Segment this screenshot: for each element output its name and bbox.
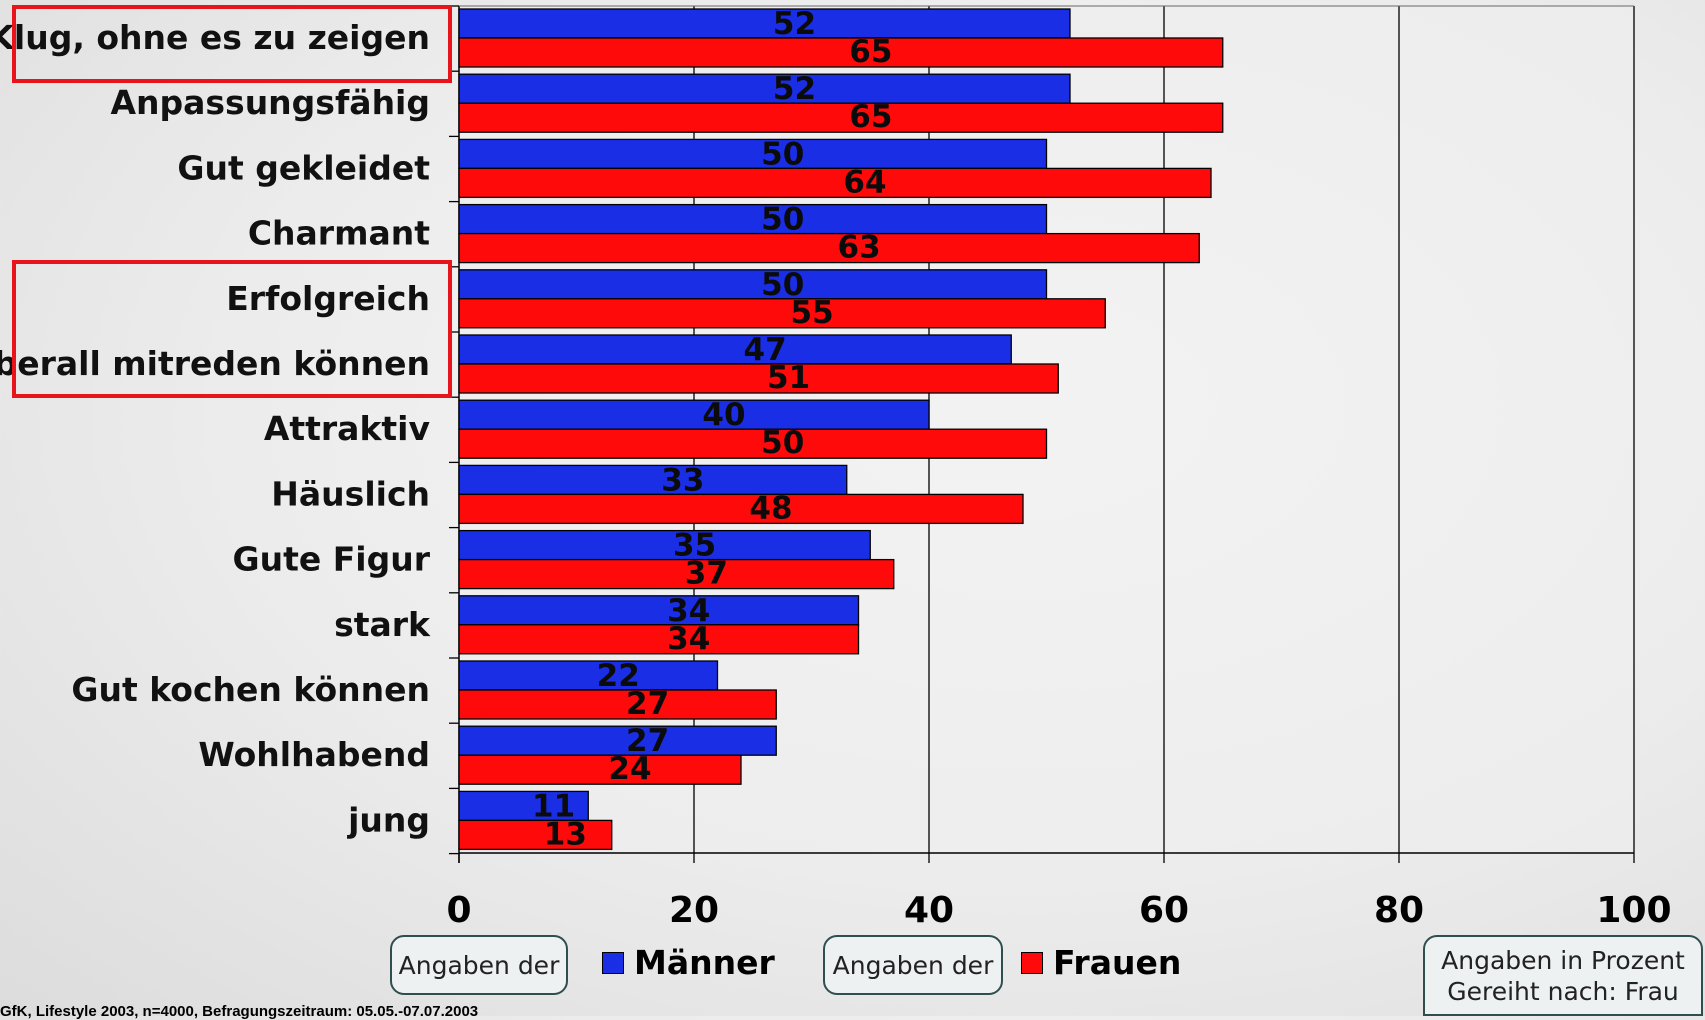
x-tick-label: 0 <box>446 890 471 931</box>
value-label-frauen: 27 <box>626 686 669 722</box>
highlight-box-erfolgreich <box>12 260 452 398</box>
bar-frauen <box>458 102 1224 133</box>
legend-pill-women: Angaben der <box>823 935 1003 995</box>
bar-maenner <box>458 334 1012 365</box>
value-label-frauen: 13 <box>544 816 587 852</box>
x-tick-label: 80 <box>1374 890 1424 931</box>
bar-maenner <box>458 8 1071 39</box>
bar-frauen <box>458 819 613 851</box>
x-tick-label: 60 <box>1139 890 1189 931</box>
value-label-maenner: 22 <box>597 658 640 694</box>
legend-pill-men-text: Angaben der <box>398 950 560 980</box>
value-label-frauen: 64 <box>843 164 886 200</box>
value-label-maenner: 34 <box>667 593 710 629</box>
bar-frauen <box>458 689 777 720</box>
legend-swatch-men <box>602 951 624 974</box>
bar-maenner <box>458 399 930 430</box>
chart-bars <box>458 8 1224 851</box>
value-label-frauen: 37 <box>685 556 728 592</box>
value-label-frauen: 48 <box>749 490 792 526</box>
bar-maenner <box>458 73 1071 104</box>
value-label-maenner: 40 <box>702 397 745 433</box>
value-label-frauen: 63 <box>838 230 881 266</box>
category-label: Überall mitreden können <box>0 343 430 383</box>
value-label-maenner: 52 <box>773 6 816 42</box>
x-tick-label: 40 <box>904 890 954 931</box>
bar-maenner <box>458 269 1048 300</box>
bar-maenner <box>458 790 589 822</box>
category-label: Klug, ohne es zu zeigen <box>0 18 430 57</box>
bar-maenner <box>458 203 1048 235</box>
highlight-box-klug <box>12 5 452 83</box>
source-note: GfK, Lifestyle 2003, n=4000, Befragungsz… <box>0 1003 479 1020</box>
category-label: Wohlhabend <box>198 735 430 774</box>
legend-item-women: Frauen <box>1021 943 1181 982</box>
bar-maenner <box>458 660 719 691</box>
bar-frauen <box>458 493 1024 525</box>
bar-frauen <box>458 298 1106 329</box>
bar-frauen <box>458 37 1224 68</box>
value-label-frauen: 51 <box>767 360 810 396</box>
category-label: Erfolgreich <box>226 279 430 318</box>
legend-label-men: Männer <box>634 943 775 982</box>
note-line-1: Angaben in Prozent <box>1441 945 1685 975</box>
value-label-frauen: 50 <box>761 425 804 461</box>
bar-frauen <box>458 232 1200 264</box>
value-label-maenner: 50 <box>761 202 804 238</box>
category-label: Gute Figur <box>233 540 431 579</box>
value-label-frauen: 65 <box>849 34 892 70</box>
legend-pill-men: Angaben der <box>390 935 568 995</box>
value-label-maenner: 27 <box>626 723 669 759</box>
bar-frauen <box>458 167 1212 199</box>
note-line-2: Gereiht nach: Frau <box>1447 976 1679 1006</box>
chart-labels: 0 20 40 60 80 100 52 65 Klug, ohne es zu zeigen 5… <box>0 6 1672 931</box>
legend-pill-women-text: Angaben der <box>832 950 994 980</box>
category-label: Attraktiv <box>264 409 431 448</box>
bar-frauen <box>458 624 860 655</box>
bar-frauen <box>458 754 742 785</box>
category-label: Häuslich <box>271 474 430 513</box>
bar-frauen <box>458 363 1059 394</box>
value-label-maenner: 50 <box>761 136 804 172</box>
value-label-maenner: 33 <box>661 462 704 498</box>
category-label: Anpassungsfähig <box>110 83 430 122</box>
value-label-frauen: 55 <box>791 295 834 331</box>
value-label-frauen: 34 <box>667 621 710 657</box>
bar-maenner <box>458 464 848 496</box>
bar-maenner <box>458 529 871 561</box>
note-box: Angaben in Prozent Gereiht nach: Frau <box>1423 935 1703 1016</box>
legend-label-women: Frauen <box>1053 943 1182 982</box>
value-label-maenner: 11 <box>532 788 575 824</box>
category-label: Charmant <box>248 214 430 253</box>
legend-swatch-women <box>1021 951 1043 974</box>
bar-maenner <box>458 138 1048 170</box>
value-label-maenner: 52 <box>773 71 816 107</box>
x-tick-label: 20 <box>669 890 719 931</box>
category-label: stark <box>334 605 431 644</box>
value-label-maenner: 35 <box>673 528 716 564</box>
value-label-frauen: 24 <box>608 751 651 787</box>
value-label-maenner: 47 <box>744 332 787 368</box>
bar-maenner <box>458 725 777 756</box>
category-label: jung <box>346 800 430 839</box>
value-label-maenner: 50 <box>761 267 804 303</box>
x-tick-label: 100 <box>1596 890 1671 931</box>
value-label-frauen: 65 <box>849 99 892 135</box>
category-label: Gut kochen können <box>71 670 430 709</box>
bar-frauen <box>458 558 895 590</box>
bar-maenner <box>458 595 860 626</box>
bar-frauen <box>458 428 1048 459</box>
category-label: Gut gekleidet <box>177 148 430 187</box>
legend-item-men: Männer <box>602 943 775 982</box>
